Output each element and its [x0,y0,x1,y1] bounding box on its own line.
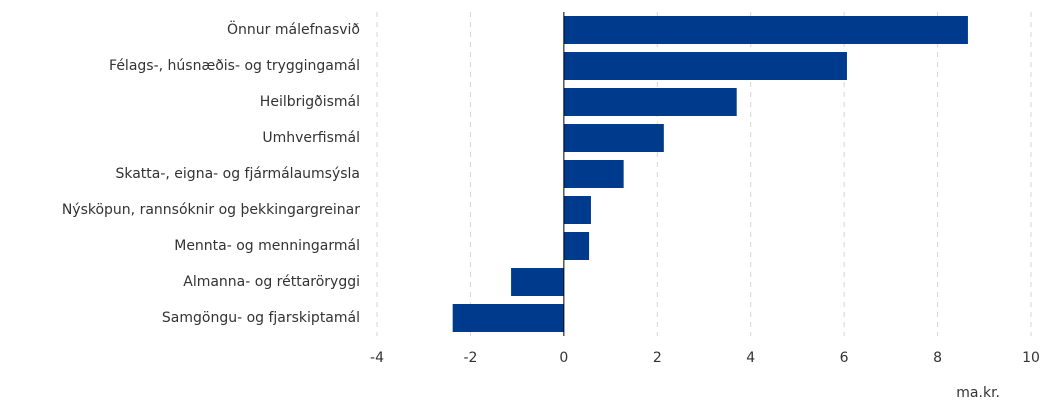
bar [563,16,968,44]
y-tick-label: Önnur málefnasvið [227,20,360,38]
y-tick-label: Mennta- og menningarmál [174,238,360,254]
x-tick-label: 4 [746,350,755,366]
bar [511,268,564,296]
y-tick-label: Heilbrigðismál [260,94,360,110]
bar [563,160,624,188]
y-tick-label: Félags-, húsnæðis- og tryggingamál [109,58,360,74]
y-tick-label: Samgöngu- og fjarskiptamál [162,310,360,326]
x-tick-label: 0 [559,350,568,366]
x-axis-label: ma.kr. [956,385,1000,401]
x-tick-label: 8 [933,350,942,366]
x-tick-label: 6 [840,350,849,366]
y-tick-label: Umhverfismál [262,130,360,146]
x-tick-label: -2 [463,350,477,366]
y-tick-label: Nýsköpun, rannsóknir og þekkingargreinar [62,202,360,218]
bar [452,304,564,332]
bar [563,52,847,80]
bar [563,196,591,224]
x-tick-label: 10 [1022,350,1040,366]
y-tick-label: Almanna- og réttaröryggi [183,274,360,290]
bar [563,88,737,116]
y-tick-label: Skatta-, eigna- og fjármálaumsýsla [115,166,360,182]
x-tick-label: -4 [370,350,384,366]
bar [563,232,590,260]
bar [563,124,664,152]
x-tick-label: 2 [653,350,662,366]
